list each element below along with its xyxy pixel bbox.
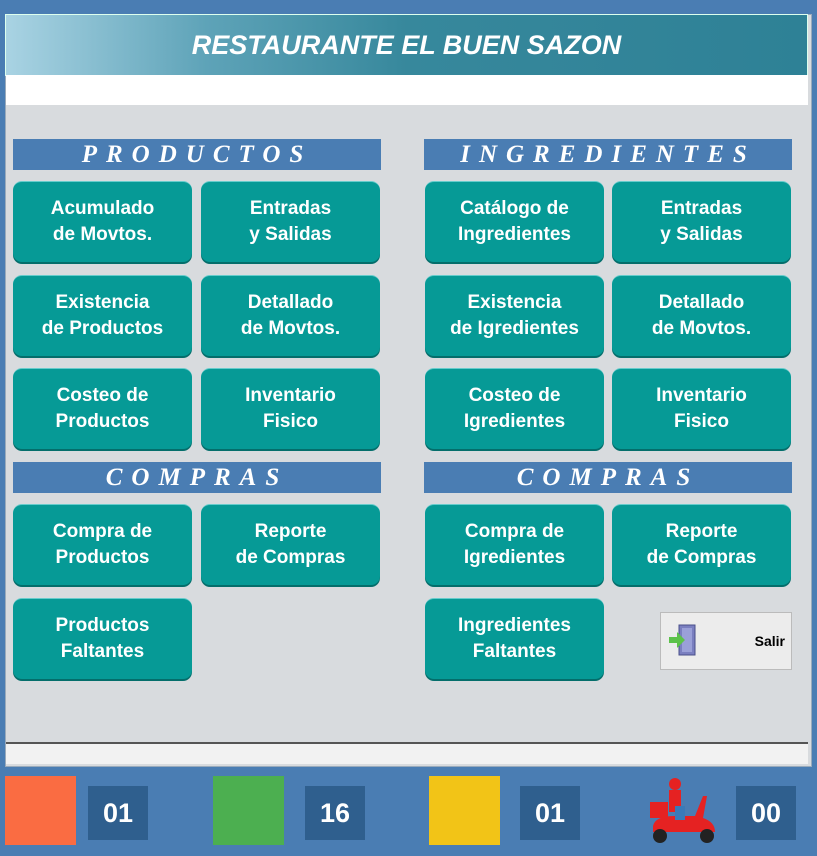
compras-productos-button[interactable]: Reporte de Compras (201, 504, 380, 585)
salir-label: Salir (754, 633, 785, 649)
productos-header: PRODUCTOS (13, 139, 381, 170)
ingredientes-button[interactable]: Entradas y Salidas (612, 181, 791, 262)
compras-ingredientes-button[interactable]: Reporte de Compras (612, 504, 791, 585)
productos-button[interactable]: Inventario Fisico (201, 368, 380, 449)
ingredientes-button[interactable]: Detallado de Movtos. (612, 275, 791, 356)
status-color-green (213, 776, 284, 845)
status-count-orange: 01 (88, 786, 148, 840)
productos-button[interactable]: Entradas y Salidas (201, 181, 380, 262)
top-strip (6, 75, 808, 105)
status-count-green: 16 (305, 786, 365, 840)
status-count-delivery: 00 (736, 786, 796, 840)
compras-productos-button[interactable]: Productos Faltantes (13, 598, 192, 679)
ingredientes-button[interactable]: Costeo de Igredientes (425, 368, 604, 449)
compras-ingredientes-button[interactable]: Compra de Igredientes (425, 504, 604, 585)
productos-button[interactable]: Existencia de Productos (13, 275, 192, 356)
status-color-orange (5, 776, 76, 845)
status-bar (6, 742, 808, 764)
ingredientes-button[interactable]: Existencia de Igredientes (425, 275, 604, 356)
status-color-yellow (429, 776, 500, 845)
ingredientes-button[interactable]: Inventario Fisico (612, 368, 791, 449)
productos-button[interactable]: Costeo de Productos (13, 368, 192, 449)
delivery-scooter-icon (650, 778, 715, 843)
salir-button[interactable]: Salir (660, 612, 792, 670)
compras-ingredientes-button[interactable]: Ingredientes Faltantes (425, 598, 604, 679)
productos-button[interactable]: Detallado de Movtos. (201, 275, 380, 356)
compras-productos-header: COMPRAS (13, 462, 381, 493)
ingredientes-header: INGREDIENTES (424, 139, 792, 170)
exit-door-icon (669, 624, 696, 656)
status-count-yellow: 01 (520, 786, 580, 840)
ingredientes-button[interactable]: Catálogo de Ingredientes (425, 181, 604, 262)
productos-button[interactable]: Acumulado de Movtos. (13, 181, 192, 262)
compras-ingredientes-header: COMPRAS (424, 462, 792, 493)
compras-productos-button[interactable]: Compra de Productos (13, 504, 192, 585)
title-bar: RESTAURANTE EL BUEN SAZON (5, 14, 808, 76)
